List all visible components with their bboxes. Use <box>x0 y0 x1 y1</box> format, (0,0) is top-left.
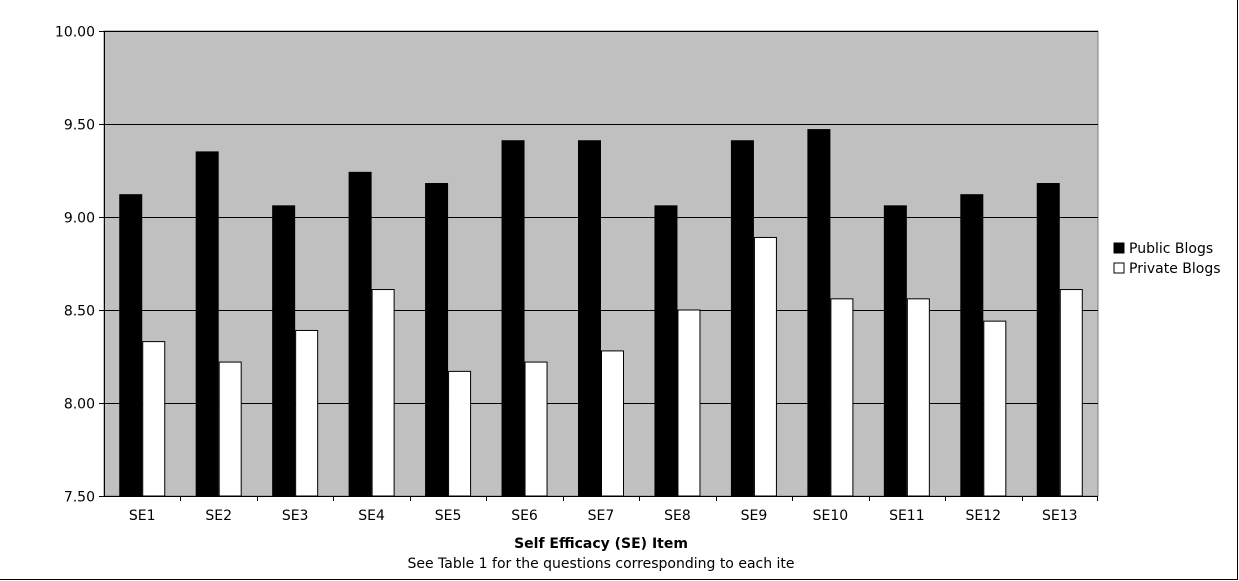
x-axis-title: Self Efficacy (SE) Item <box>514 536 688 552</box>
x-tick-label: SE8 <box>664 508 691 524</box>
bar-private-se13 <box>1059 289 1083 497</box>
bar-private-se6 <box>524 361 548 497</box>
axes <box>104 31 1098 497</box>
y-tick-label: 9.50 <box>64 118 95 134</box>
x-tick-label: SE12 <box>966 508 1002 524</box>
bar-public-se2 <box>195 151 219 497</box>
x-tick-label: SE2 <box>205 508 232 524</box>
bar-private-se2 <box>218 361 242 497</box>
bar-public-se10 <box>807 129 831 497</box>
bar-public-se5 <box>425 183 449 497</box>
x-tick-label: SE11 <box>889 508 925 524</box>
y-tick-label: 10.00 <box>55 25 95 41</box>
bar-public-se6 <box>501 140 525 497</box>
legend-swatch-private <box>1113 262 1125 274</box>
bar-private-se9 <box>753 236 777 497</box>
y-tick-label: 9.00 <box>64 211 95 227</box>
x-tick-label: SE9 <box>741 508 768 524</box>
x-tick-label: SE3 <box>282 508 309 524</box>
bar-public-se1 <box>119 194 143 497</box>
x-tick-label: SE7 <box>588 508 615 524</box>
bar-public-se13 <box>1036 183 1060 497</box>
bar-public-se12 <box>960 194 984 497</box>
bar-public-se8 <box>654 205 678 497</box>
bar-public-se7 <box>578 140 601 497</box>
x-tick-label: SE10 <box>813 508 849 524</box>
bar-private-se10 <box>830 298 854 497</box>
bar-private-se4 <box>371 289 395 497</box>
bars <box>119 129 1083 497</box>
x-tick-label: SE4 <box>358 508 385 524</box>
chart-note: See Table 1 for the questions correspond… <box>407 556 794 572</box>
y-tick-label: 8.00 <box>64 397 95 413</box>
bar-private-se11 <box>906 298 930 497</box>
legend-swatch-public <box>1113 242 1125 254</box>
bar-private-se3 <box>295 329 319 497</box>
bar-private-se1 <box>142 341 166 497</box>
legend: Public Blogs Private Blogs <box>1113 241 1221 277</box>
bar-public-se9 <box>730 140 754 497</box>
x-tick-label: SE13 <box>1042 508 1078 524</box>
y-tick-labels: 7.50 8.00 8.50 9.00 9.50 10.00 <box>55 25 104 506</box>
x-tick-label: SE1 <box>129 508 156 524</box>
bar-private-se5 <box>448 370 472 497</box>
legend-label-public: Public Blogs <box>1129 241 1213 257</box>
bar-private-se7 <box>601 350 624 497</box>
bar-public-se3 <box>272 205 296 497</box>
bar-private-se12 <box>983 320 1007 497</box>
bar-public-se11 <box>883 205 907 497</box>
y-tick-label: 7.50 <box>64 490 95 506</box>
legend-label-private: Private Blogs <box>1129 261 1221 277</box>
x-tick-label: SE5 <box>435 508 462 524</box>
x-tick-labels: SE1 SE2 SE3 SE4 SE5 SE6 SE7 SE8 SE9 SE10 SE11 SE12 S… <box>129 496 1098 524</box>
bar-public-se4 <box>348 171 372 497</box>
bar-private-se8 <box>677 309 701 497</box>
y-tick-label: 8.50 <box>64 304 95 320</box>
x-tick-label: SE6 <box>511 508 538 524</box>
